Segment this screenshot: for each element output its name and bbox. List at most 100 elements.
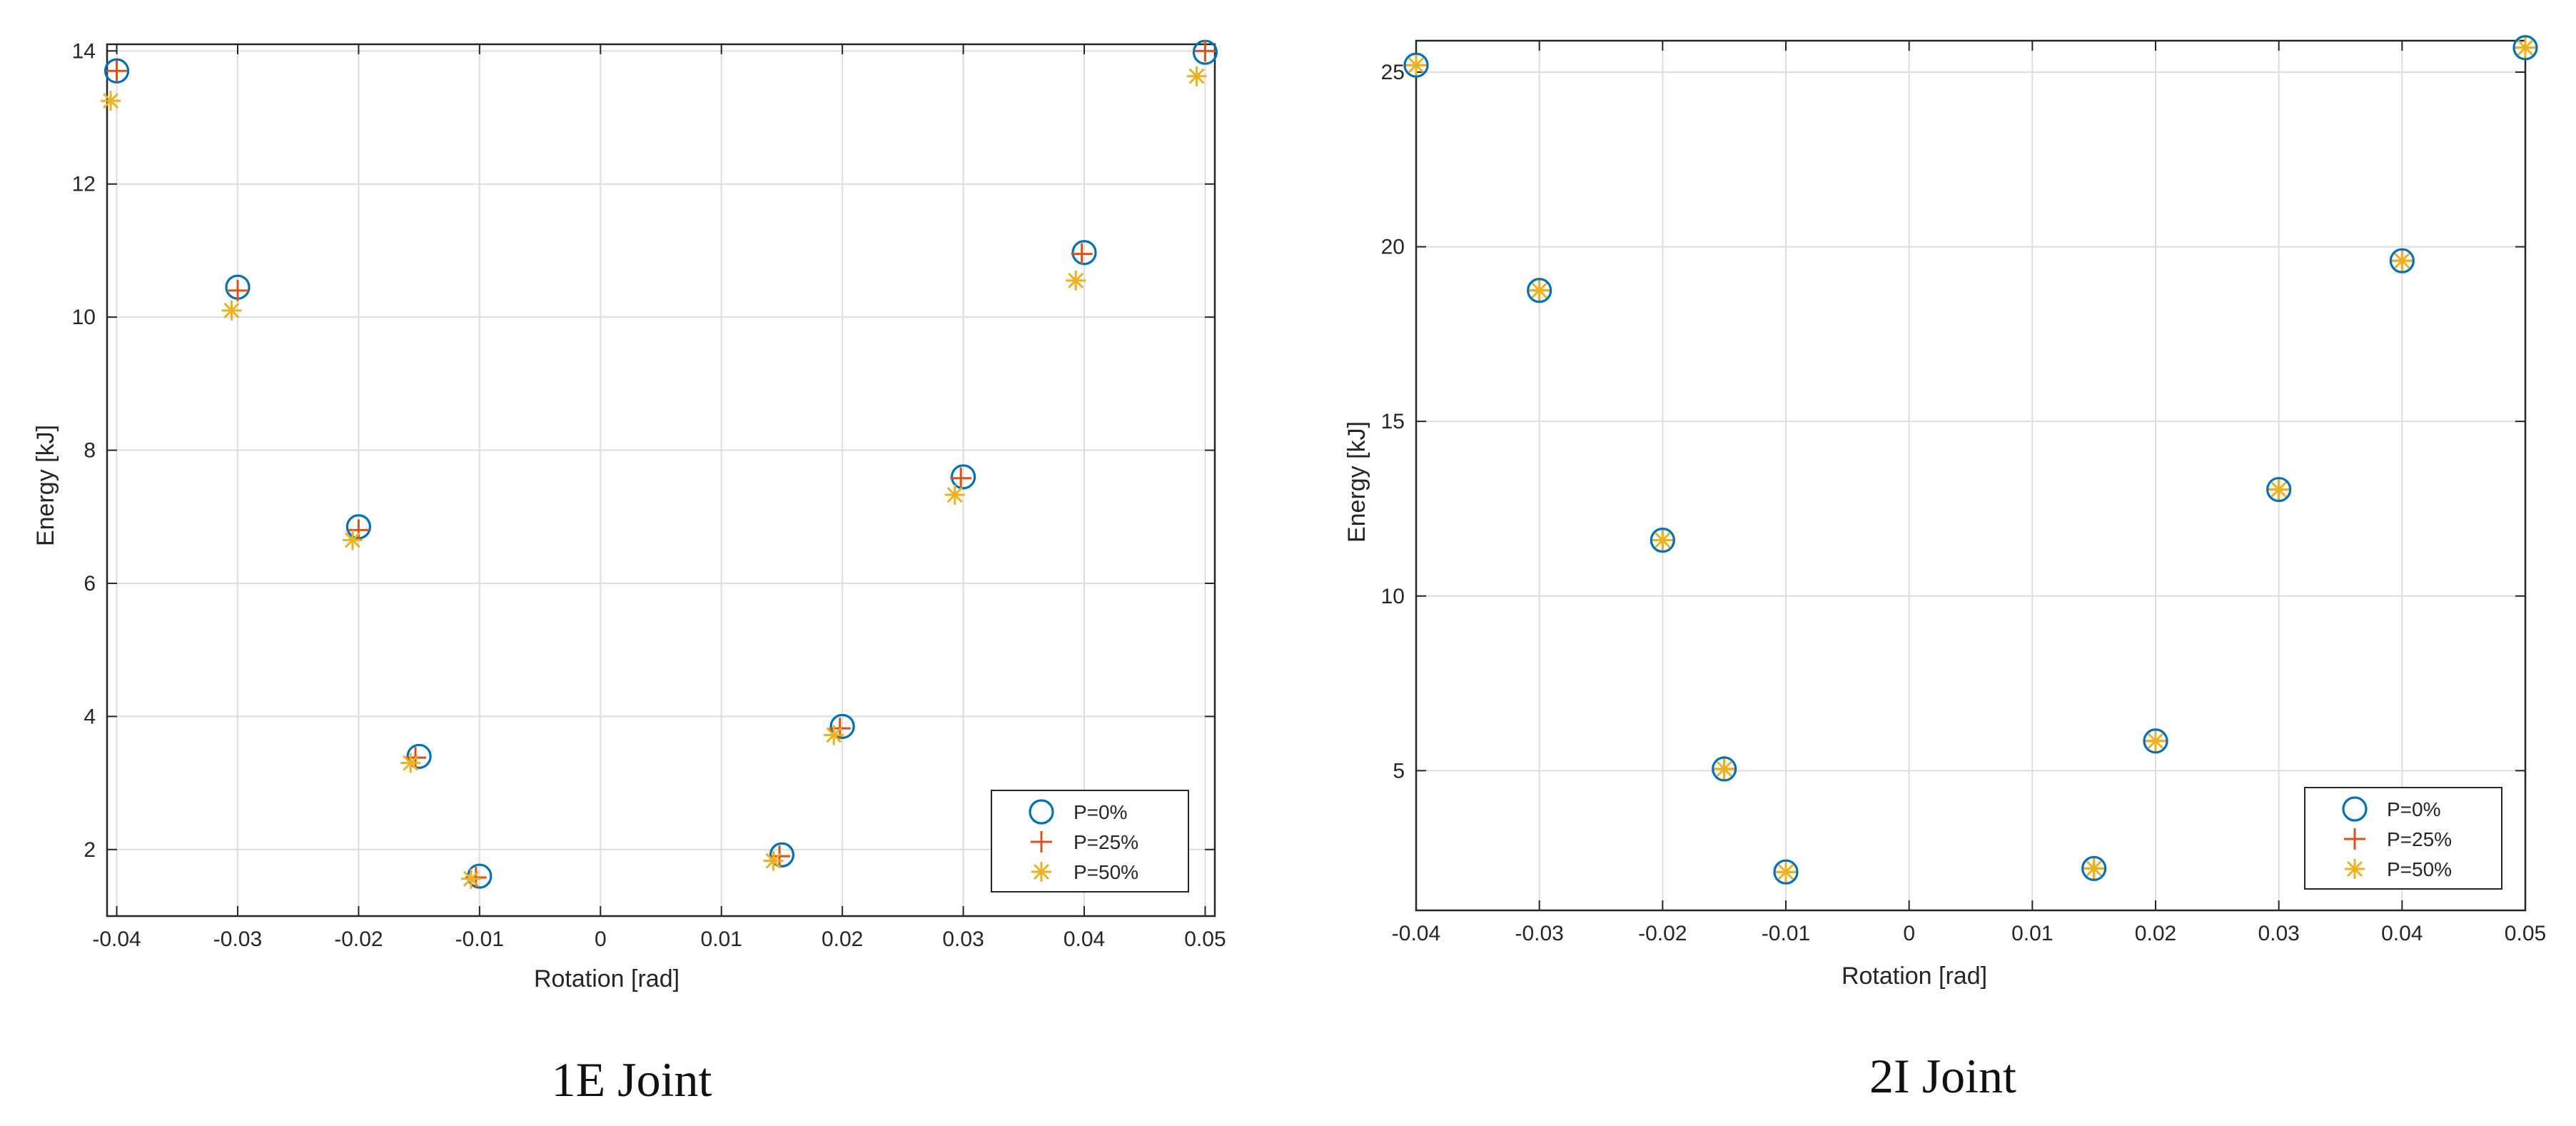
chart-2i-xtick-label-9: 0.05 xyxy=(2505,922,2546,945)
chart-1e-caption: 1E Joint xyxy=(552,1052,712,1107)
chart-2i-s2-point-2-d2 xyxy=(1655,532,1671,548)
chart-2i-plot-area xyxy=(1416,41,2525,910)
chart-2i-s0-point-7 xyxy=(2266,476,2292,503)
chart-1e-series-2 xyxy=(101,66,1207,889)
chart-2i-s2-point-3 xyxy=(1714,758,1734,779)
chart-2i-s0-point-8 xyxy=(2389,248,2415,273)
chart-1e-ytick-label-5: 12 xyxy=(72,173,96,196)
chart-2i-series-2 xyxy=(1406,37,2535,883)
chart-1e-legend: P=0% P=25% P=50% xyxy=(991,790,1189,893)
chart-2i-ytick-label-3: 20 xyxy=(1381,236,1405,259)
chart-2i-legend-box xyxy=(2304,787,2502,890)
chart-1e-legend-label-1: P=25% xyxy=(1074,831,1138,853)
chart-2i-s2-point-4-d2 xyxy=(1777,864,1794,880)
chart-1e-s1-point-1 xyxy=(226,279,248,301)
chart-2i-xtick-label-8: 0.04 xyxy=(2381,922,2423,945)
chart-1e-ytick-label-6: 14 xyxy=(72,39,96,63)
chart-1e-xtick-label-0: -0.04 xyxy=(92,928,141,951)
chart-1e-s2-point-9-d2 xyxy=(1188,68,1205,84)
chart-1e-legend-marker-2-d2 xyxy=(1033,863,1050,880)
chart-1e-legend-marker-1 xyxy=(1031,831,1052,853)
chart-1e-ytick-label-0: 2 xyxy=(84,838,96,862)
chart-1e-s2-point-5 xyxy=(763,850,784,871)
chart-1e-s1-point-8 xyxy=(1071,243,1093,265)
chart-2i-caption: 2I Joint xyxy=(1869,1049,2016,1103)
chart-2i-s2-point-5 xyxy=(2083,858,2104,879)
chart-2i-axes-box xyxy=(1415,39,2527,912)
chart-1e-s2-point-2-d2 xyxy=(344,532,361,548)
chart-2i-s2-point-3-d2 xyxy=(1716,760,1732,777)
chart-2i-series-0 xyxy=(1403,35,2538,885)
chart-1e-legend-box xyxy=(991,790,1189,893)
chart-1e-xtick-label-7: 0.03 xyxy=(942,928,984,951)
chart-1e-ylabel: Energy [kJ] xyxy=(32,425,59,546)
chart-2i-s0-point-0 xyxy=(1403,52,1429,78)
chart-2i-s2-point-1 xyxy=(1529,280,1550,301)
chart-2i-s0-point-6 xyxy=(2143,728,2168,754)
chart-2i-ytick-label-4: 25 xyxy=(1381,61,1405,84)
chart-1e-s2-point-3-d2 xyxy=(403,755,419,771)
chart-1e-xtick-label-1: -0.03 xyxy=(213,928,262,951)
chart-2i-xtick-label-6: 0.02 xyxy=(2135,922,2176,945)
chart-1e-xtick-label-5: 0.01 xyxy=(701,928,742,951)
chart-1e-legend-label-0: P=0% xyxy=(1074,801,1128,823)
chart-1e-s2-point-7-d2 xyxy=(946,486,963,503)
chart-2i-xtick-label-7: 0.03 xyxy=(2258,922,2299,945)
chart-1e-joint: Rotation [rad] Energy [kJ] 1E Joint -0.0… xyxy=(32,39,1226,1107)
chart-1e-s2-point-1-d2 xyxy=(223,302,240,318)
chart-1e-s2-point-6-d2 xyxy=(826,727,842,743)
chart-2i-s2-point-0-d2 xyxy=(1408,57,1425,74)
chart-2i-legend-marker-2 xyxy=(2345,859,2365,879)
chart-1e-s2-point-4 xyxy=(460,868,481,889)
chart-2i-s2-point-7 xyxy=(2268,479,2289,500)
chart-2i-s2-point-6-d2 xyxy=(2147,733,2164,749)
chart-1e-xtick-label-2: -0.02 xyxy=(334,928,383,951)
chart-2i-legend-label-0: P=0% xyxy=(2387,798,2441,820)
chart-1e-s2-point-6 xyxy=(824,725,844,745)
chart-2i-s0-point-4 xyxy=(1773,859,1799,885)
chart-2i-s2-point-8 xyxy=(2392,251,2413,271)
chart-1e-s0-point-8 xyxy=(1071,240,1097,266)
chart-2i-s2-point-9 xyxy=(2515,37,2535,58)
chart-1e-s0-point-3 xyxy=(406,743,432,769)
chart-2i-xtick-label-1: -0.03 xyxy=(1515,922,1563,945)
chart-1e-s1-point-9 xyxy=(1194,40,1216,62)
chart-2i-ylabel: Energy [kJ] xyxy=(1343,421,1370,543)
chart-1e-s0-point-5 xyxy=(769,842,795,868)
chart-1e-s2-point-2 xyxy=(342,530,363,551)
chart-2i-s2-point-5-d2 xyxy=(2086,860,2102,877)
chart-2i-s2-point-4 xyxy=(1776,862,1796,883)
chart-2i-xtick-label-5: 0.01 xyxy=(2011,922,2053,945)
chart-1e-s2-point-1 xyxy=(221,300,242,321)
chart-2i-xlabel: Rotation [rad] xyxy=(1842,962,1987,990)
chart-1e-xtick-label-4: 0 xyxy=(595,928,607,951)
chart-2i-s2-point-0 xyxy=(1406,55,1426,76)
chart-1e-s2-point-7 xyxy=(944,485,965,506)
chart-1e-legend-marker-0 xyxy=(1029,799,1054,825)
chart-1e-legend-label-2: P=50% xyxy=(1074,861,1138,883)
chart-2i-s2-point-8-d2 xyxy=(2394,253,2410,269)
chart-2i-s0-point-2 xyxy=(1650,527,1675,553)
chart-2i-legend: P=0% P=25% P=50% xyxy=(2304,787,2502,890)
chart-2i-joint: Rotation [rad] Energy [kJ] 2I Joint -0.0… xyxy=(1343,35,2546,1103)
chart-2i-s0-point-1 xyxy=(1527,278,1552,303)
chart-1e-s1-point-2 xyxy=(348,519,370,541)
chart-1e-s0-point-6 xyxy=(829,713,855,739)
chart-1e-xtick-label-9: 0.05 xyxy=(1184,928,1226,951)
chart-1e-xtick-label-8: 0.04 xyxy=(1064,928,1105,951)
chart-1e-ytick-label-3: 8 xyxy=(84,439,96,463)
chart-2i-s0-point-5 xyxy=(2081,855,2107,881)
chart-1e-s2-point-0 xyxy=(101,91,121,111)
chart-2i-s0-point-3 xyxy=(1712,756,1737,782)
chart-2i-ytick-label-0: 5 xyxy=(1393,759,1405,783)
chart-1e-xlabel: Rotation [rad] xyxy=(534,965,680,992)
chart-2i-legend-marker-0 xyxy=(2342,796,2368,822)
chart-2i-xtick-label-2: -0.02 xyxy=(1638,922,1687,945)
chart-1e-ytick-label-1: 4 xyxy=(84,705,96,728)
chart-1e-xtick-label-6: 0.02 xyxy=(822,928,863,951)
chart-2i-s0-point-9 xyxy=(2512,35,2538,61)
chart-1e-s2-point-5-d2 xyxy=(765,853,782,869)
chart-1e-s2-point-4-d2 xyxy=(463,870,480,887)
chart-1e-s2-point-3 xyxy=(400,753,421,773)
